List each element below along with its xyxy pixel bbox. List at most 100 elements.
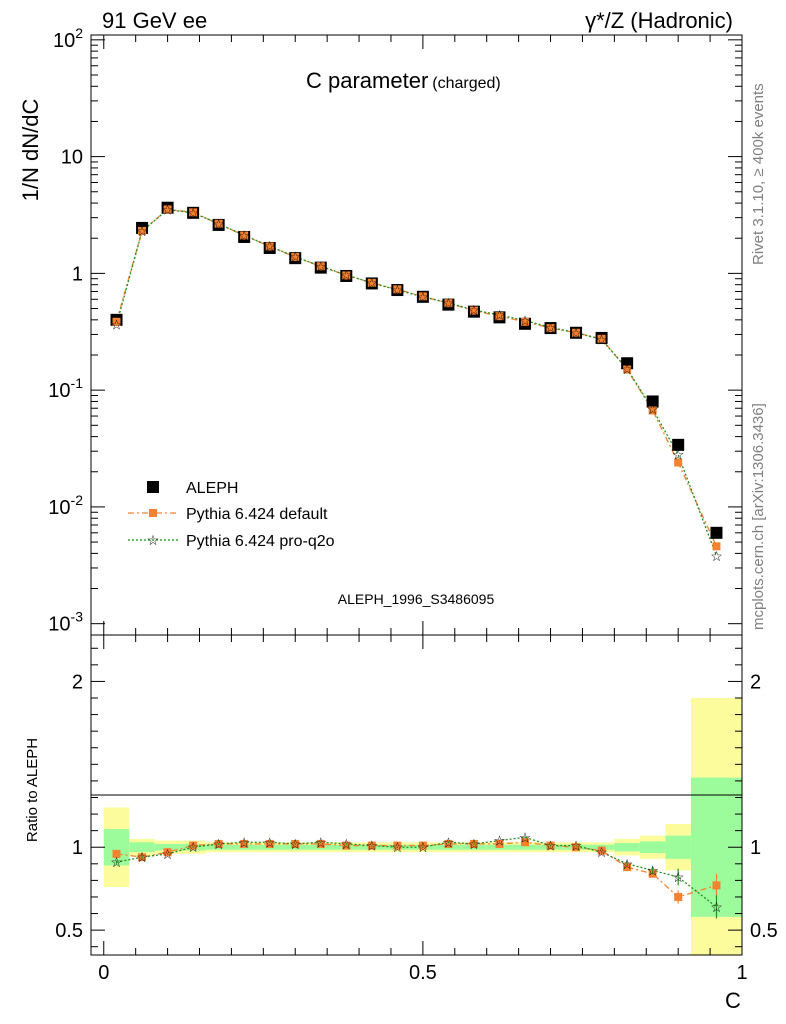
- main-marker-proq2o: ☆: [136, 223, 149, 239]
- main-marker-default: [393, 285, 402, 294]
- ratio-band-inner: [154, 843, 181, 851]
- main-marker-default: [444, 299, 453, 308]
- main-marker-default: [495, 312, 504, 321]
- main-marker-default: [648, 406, 657, 415]
- ratio-marker-proq2o: ☆: [519, 829, 532, 845]
- header-left: 91 GeV ee: [102, 8, 207, 33]
- ratio-y-tick-label-right: 1: [750, 837, 761, 859]
- x-tick-label: 1: [736, 962, 747, 984]
- ratio-marker-proq2o: ☆: [263, 834, 276, 850]
- ratio-marker-proq2o: ☆: [110, 854, 123, 870]
- ratio-band-inner: [512, 844, 538, 850]
- x-axis-label: C: [725, 988, 741, 1013]
- main-marker-proq2o: ☆: [646, 401, 659, 417]
- main-marker-proq2o: ☆: [212, 216, 225, 232]
- watermark: ALEPH_1996_S3486095: [338, 591, 495, 607]
- ratio-marker-proq2o: ☆: [672, 869, 685, 885]
- ratio-marker-default: [495, 839, 504, 848]
- ratio-marker-default: [265, 839, 274, 848]
- ratio-band-inner: [665, 835, 691, 859]
- ratio-marker-proq2o: ☆: [161, 846, 174, 862]
- y-tick-label: 10-1: [48, 375, 83, 402]
- x-tick-label: 0: [98, 962, 109, 984]
- main-marker-proq2o: ☆: [570, 325, 583, 341]
- ratio-y-tick-label-right: 0.5: [750, 920, 778, 942]
- legend-marker-aleph: [147, 481, 159, 493]
- ratio-marker-default: [163, 848, 172, 857]
- ratio-band-inner: [614, 843, 640, 852]
- y-tick-label: 1: [72, 263, 83, 285]
- ratio-marker-default: [316, 839, 325, 848]
- ratio-marker-proq2o: ☆: [570, 838, 583, 854]
- main-marker-proq2o: ☆: [110, 316, 123, 332]
- ratio-marker-proq2o: ☆: [366, 838, 379, 854]
- main-marker-proq2o: ☆: [263, 238, 276, 254]
- main-marker-default: [623, 365, 632, 374]
- main-ylabel: 1/N dN/dC: [18, 99, 43, 202]
- main-marker-proq2o: ☆: [493, 307, 506, 323]
- main-marker-proq2o: ☆: [519, 312, 532, 328]
- ratio-marker-proq2o: ☆: [340, 836, 353, 852]
- main-title-suffix: (charged): [432, 75, 500, 92]
- main-line-default: [115, 208, 718, 547]
- y-tick-label: 10-3: [48, 609, 83, 636]
- main-marker-proq2o: ☆: [340, 267, 353, 283]
- main-marker-proq2o: ☆: [391, 282, 404, 298]
- main-marker-default: [572, 328, 581, 337]
- main-marker-default: [367, 278, 376, 287]
- ratio-marker-proq2o: ☆: [238, 834, 251, 850]
- ratio-y-tick-label-left: 2: [72, 671, 83, 693]
- ratio-marker-default: [674, 892, 683, 901]
- ratio-panel: 0.5 0.51 12 20 0.5 1 ☆ ☆ ☆ ☆ ☆ ☆ ☆ ☆ ☆ ☆ ☆ ☆ ☆ ☆ ☆ ☆ ☆☆ ☆ ☆☆ ☆ ☆☆…: [24, 634, 778, 1013]
- main-marker-aleph: [672, 438, 685, 451]
- main-marker-proq2o: ☆: [366, 275, 379, 291]
- main-panel: 10-3 10-2 10-1 1 10 102 ☆ ☆ ☆ ☆ ☆ ☆ ☆ ☆ ☆ ☆ ☆ ☆ ☆ ☆ ☆ ☆ ☆ ☆ ☆ ☆ ☆…: [18, 25, 743, 636]
- main-line-proq2o: [115, 208, 718, 557]
- y-tick-label: 102: [53, 25, 83, 52]
- main-marker-default: [469, 306, 478, 315]
- side-label-top: Rivet 3.1.10, ≥ 400k events: [750, 83, 767, 265]
- ratio-band-inner: [103, 828, 130, 866]
- main-marker-default: [214, 219, 223, 228]
- ratio-marker-proq2o: ☆: [212, 836, 225, 852]
- y-tick-label: 10-2: [48, 492, 83, 519]
- ratio-marker-default: [189, 841, 198, 850]
- ratio-marker-default: [112, 849, 121, 858]
- ratio-marker-proq2o: ☆: [442, 834, 455, 850]
- ratio-marker-default: [418, 841, 427, 850]
- ratio-marker-proq2o: ☆: [289, 836, 302, 852]
- main-marker-proq2o: ☆: [672, 447, 685, 463]
- main-marker-default: [521, 317, 529, 326]
- ratio-marker-proq2o: ☆: [544, 838, 557, 854]
- ratio-marker-default: [712, 881, 721, 890]
- legend-marker-default: [149, 509, 157, 517]
- legend-label-proq2o: Pythia 6.424 pro-q2o: [186, 533, 335, 550]
- main-marker-proq2o: ☆: [544, 319, 557, 335]
- main-marker-default: [240, 231, 249, 240]
- main-marker-proq2o: ☆: [442, 295, 455, 311]
- ratio-band-inner: [639, 841, 666, 854]
- main-marker-proq2o: ☆: [187, 205, 200, 221]
- ratio-ylabel: Ratio to ALEPH: [24, 738, 41, 842]
- main-marker-default: [597, 334, 606, 343]
- ratio-line-default: [116, 841, 717, 898]
- ratio-marker-default: [623, 863, 632, 872]
- main-marker-proq2o: ☆: [468, 302, 481, 318]
- main-marker-proq2o: ☆: [710, 548, 723, 564]
- ratio-marker-proq2o: ☆: [621, 856, 634, 872]
- main-marker-proq2o: ☆: [417, 289, 430, 305]
- main-marker-proq2o: ☆: [314, 258, 327, 274]
- main-marker-proq2o: ☆: [595, 331, 608, 347]
- ratio-marker-default: [521, 838, 529, 847]
- ratio-marker-default: [240, 839, 249, 848]
- ratio-y-tick-label-left: 0.5: [55, 920, 83, 942]
- main-marker-default: [674, 458, 683, 467]
- main-marker-proq2o: ☆: [621, 361, 634, 377]
- main-marker-default: [418, 292, 427, 301]
- ratio-marker-proq2o: ☆: [493, 833, 506, 849]
- x-tick-label: 0.5: [409, 962, 437, 984]
- main-marker-default: [265, 242, 274, 251]
- main-marker-default: [291, 253, 300, 262]
- main-marker-default: [316, 262, 325, 271]
- ratio-marker-proq2o: ☆: [391, 839, 404, 855]
